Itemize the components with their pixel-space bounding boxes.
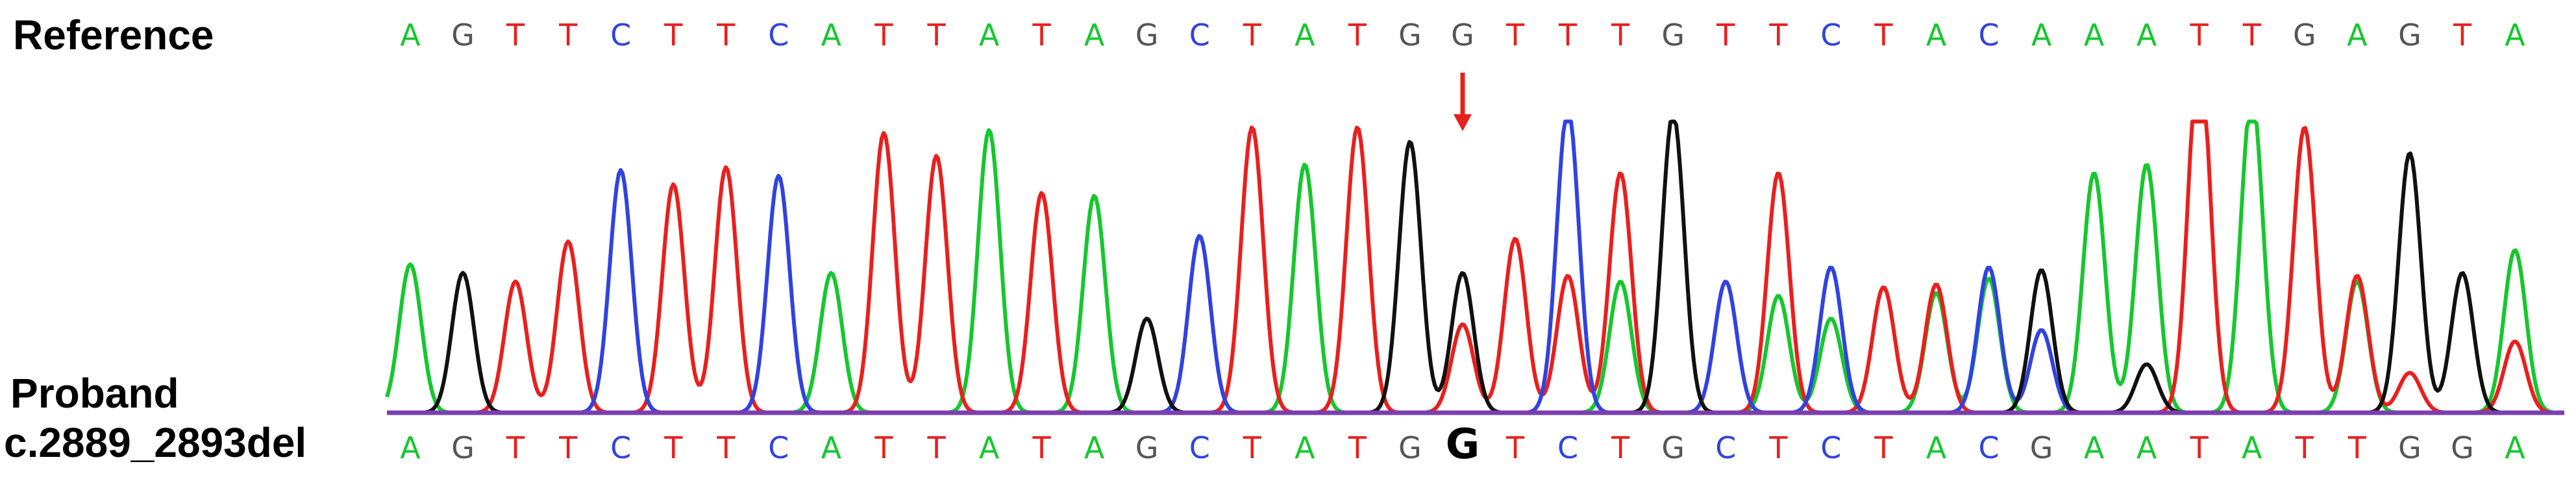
proband-base-32: G bbox=[2030, 430, 2053, 465]
proband-base-12: A bbox=[979, 430, 1000, 465]
proband-base-24: T bbox=[1611, 430, 1630, 465]
proband-base-33: A bbox=[2084, 430, 2105, 465]
trace-t bbox=[387, 119, 2564, 415]
reference-base-35: T bbox=[2190, 18, 2209, 53]
reference-base-38: A bbox=[2347, 18, 2368, 53]
reference-base-25: G bbox=[1661, 18, 1685, 53]
proband-base-25: G bbox=[1661, 430, 1685, 465]
proband-base-2: G bbox=[451, 430, 475, 465]
reference-base-26: T bbox=[1716, 18, 1735, 53]
proband-base-31: C bbox=[1978, 430, 1999, 465]
reference-base-7: T bbox=[716, 18, 736, 53]
proband-base-40: G bbox=[2451, 430, 2474, 465]
proband-base-21: G bbox=[1446, 421, 1480, 469]
reference-base-11: T bbox=[926, 18, 946, 53]
proband-base-37: T bbox=[2295, 430, 2314, 465]
reference-base-30: A bbox=[1926, 18, 1947, 53]
reference-base-33: A bbox=[2084, 18, 2105, 53]
reference-base-12: A bbox=[979, 18, 1000, 53]
trace-group bbox=[385, 119, 2564, 415]
proband-base-8: C bbox=[768, 430, 789, 465]
proband-base-41: A bbox=[2505, 430, 2525, 465]
reference-base-2: G bbox=[451, 18, 475, 53]
reference-base-6: T bbox=[663, 18, 683, 53]
reference-base-3: T bbox=[506, 18, 525, 53]
proband-base-35: T bbox=[2190, 430, 2209, 465]
proband-base-22: T bbox=[1505, 430, 1525, 465]
marker-arrow-head bbox=[1454, 114, 1472, 131]
proband-base-20: G bbox=[1398, 430, 1422, 465]
proband-base-34: A bbox=[2136, 430, 2157, 465]
reference-base-14: A bbox=[1084, 18, 1105, 53]
reference-base-13: T bbox=[1032, 18, 1052, 53]
proband-base-39: G bbox=[2398, 430, 2421, 465]
proband-base-18: A bbox=[1294, 430, 1315, 465]
reference-base-10: T bbox=[874, 18, 893, 53]
reference-base-18: A bbox=[1294, 18, 1315, 53]
reference-base-37: G bbox=[2293, 18, 2316, 53]
proband-base-15: G bbox=[1135, 430, 1159, 465]
reference-base-27: T bbox=[1768, 18, 1788, 53]
reference-base-41: A bbox=[2505, 18, 2525, 53]
proband-base-11: T bbox=[926, 430, 946, 465]
proband-base-10: T bbox=[874, 430, 893, 465]
reference-base-40: T bbox=[2453, 18, 2472, 53]
proband-base-7: T bbox=[716, 430, 736, 465]
reference-base-1: A bbox=[400, 18, 421, 53]
deletion-marker bbox=[1454, 73, 1472, 131]
proband-base-3: T bbox=[506, 430, 525, 465]
proband-base-23: C bbox=[1557, 430, 1578, 465]
reference-base-15: G bbox=[1135, 18, 1159, 53]
reference-base-39: G bbox=[2398, 18, 2421, 53]
proband-base-19: T bbox=[1348, 430, 1367, 465]
proband-base-13: T bbox=[1032, 430, 1052, 465]
reference-base-32: A bbox=[2031, 18, 2052, 53]
proband-base-16: C bbox=[1189, 430, 1210, 465]
reference-base-17: T bbox=[1243, 18, 1262, 53]
reference-base-22: T bbox=[1505, 18, 1525, 53]
proband-base-17: T bbox=[1243, 430, 1262, 465]
reference-label: Reference bbox=[13, 12, 214, 58]
reference-base-34: A bbox=[2136, 18, 2157, 53]
reference-base-20: G bbox=[1398, 18, 1422, 53]
variant-label: c.2889_2893del bbox=[4, 419, 307, 466]
reference-base-23: T bbox=[1558, 18, 1578, 53]
proband-base-6: T bbox=[663, 430, 683, 465]
proband-base-36: A bbox=[2242, 430, 2262, 465]
proband-base-9: A bbox=[821, 430, 842, 465]
proband-base-29: T bbox=[1874, 430, 1893, 465]
proband-base-14: A bbox=[1084, 430, 1105, 465]
reference-base-16: C bbox=[1189, 18, 1210, 53]
reference-base-24: T bbox=[1611, 18, 1630, 53]
proband-base-5: C bbox=[610, 430, 631, 465]
reference-base-4: T bbox=[558, 18, 578, 53]
reference-base-31: C bbox=[1978, 18, 1999, 53]
reference-base-36: T bbox=[2242, 18, 2262, 53]
reference-base-28: C bbox=[1820, 18, 1841, 53]
proband-base-27: T bbox=[1768, 430, 1788, 465]
reference-base-19: T bbox=[1348, 18, 1367, 53]
proband-base-28: C bbox=[1820, 430, 1841, 465]
reference-base-29: T bbox=[1874, 18, 1893, 53]
reference-base-8: C bbox=[768, 18, 789, 53]
proband-base-26: C bbox=[1715, 430, 1736, 465]
proband-base-38: T bbox=[2347, 430, 2367, 465]
reference-base-9: A bbox=[821, 18, 842, 53]
proband-label: Proband bbox=[10, 370, 179, 417]
proband-base-1: A bbox=[400, 430, 421, 465]
proband-base-4: T bbox=[558, 430, 578, 465]
reference-base-21: G bbox=[1451, 18, 1474, 53]
reference-base-5: C bbox=[610, 18, 631, 53]
proband-base-30: A bbox=[1926, 430, 1947, 465]
